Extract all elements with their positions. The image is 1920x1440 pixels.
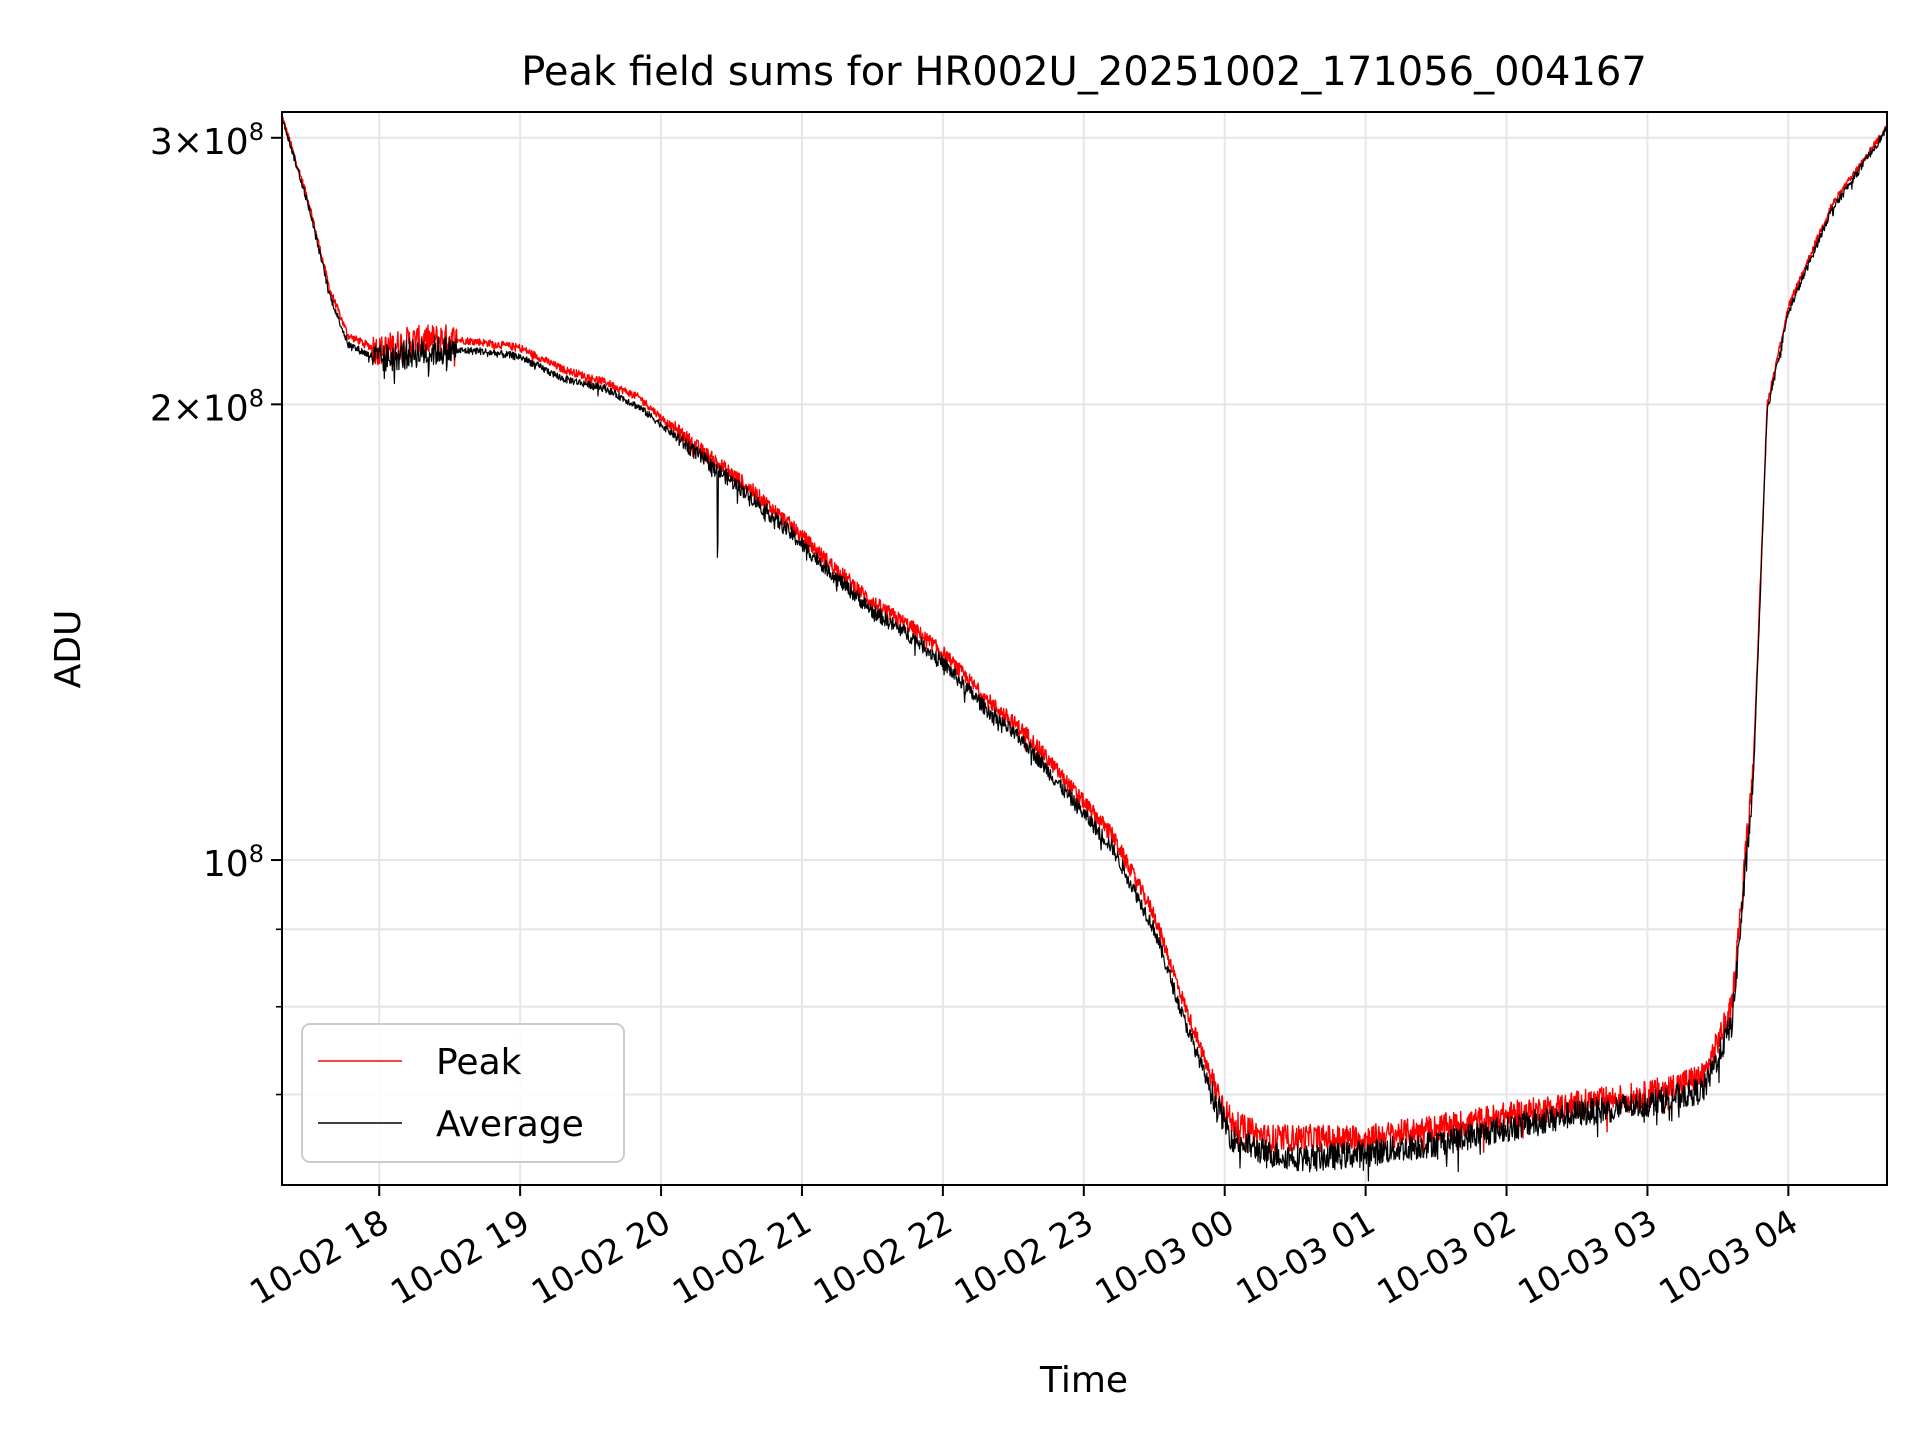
y-tick-exponent: 8 — [249, 384, 264, 412]
y-tick-label: 3×108 — [150, 118, 264, 163]
y-tick-base: 10 — [203, 844, 249, 885]
y-tick-label: 108 — [203, 840, 264, 885]
x-axis-label: Time — [1039, 1360, 1128, 1401]
y-tick-base: 10 — [203, 388, 249, 429]
y-axis-label: ADU — [48, 610, 89, 689]
legend-label-peak: Peak — [436, 1042, 522, 1083]
y-tick-times: × — [173, 388, 203, 429]
legend: Peak Average — [301, 1023, 625, 1163]
y-tick-mantissa: 3 — [150, 122, 173, 163]
legend-box — [301, 1023, 625, 1163]
y-tick-exponent: 8 — [249, 118, 264, 146]
chart-title: Peak field sums for HR002U_20251002_1710… — [521, 49, 1647, 95]
y-tick-label: 2×108 — [150, 384, 264, 429]
y-tick-exponent: 8 — [249, 840, 264, 868]
y-tick-base: 10 — [203, 122, 249, 163]
y-tick-mantissa: 2 — [150, 388, 173, 429]
series-line-average — [282, 115, 1887, 1182]
y-tick-times: × — [173, 122, 203, 163]
series-layer — [282, 114, 1887, 1182]
legend-label-average: Average — [436, 1104, 584, 1145]
grid — [282, 112, 1887, 1185]
